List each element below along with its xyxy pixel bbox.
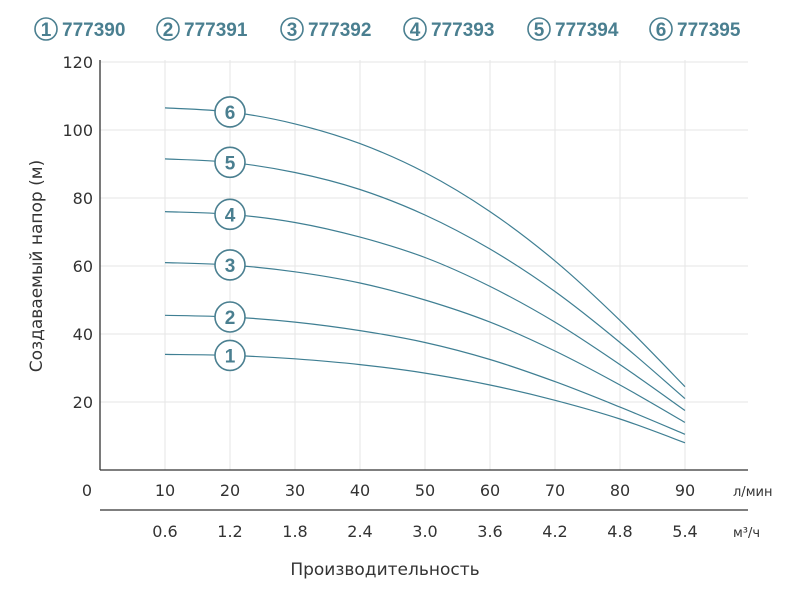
curve-label-2: 2: [214, 301, 246, 333]
x-unit-secondary: м³/ч: [733, 526, 760, 541]
legend-code: 777390: [62, 20, 125, 41]
x-tick-label: 60: [480, 481, 500, 500]
y-tick-label: 120: [62, 53, 93, 72]
curve-label-circle: [214, 339, 246, 372]
legend: 1 777390 2 777391 3 777392 4 777393 5 777394 6 7773…: [34, 17, 741, 41]
y-tick-label: 100: [62, 121, 93, 140]
x-secondary-tick-label: 3.0: [412, 522, 437, 541]
legend-number: 4: [410, 20, 421, 41]
x-tick-label: 50: [415, 481, 435, 500]
legend-item: 1 777390: [34, 17, 125, 41]
curve-label-circle: [214, 249, 246, 281]
curve-label-circle: [214, 198, 246, 231]
x-tick-label: 20: [220, 481, 240, 500]
axes: [99, 60, 748, 511]
x-secondary-tick-label: 3.6: [477, 522, 502, 541]
curve-label-5: 5: [214, 146, 246, 179]
x-tick-label: 40: [350, 481, 370, 500]
curve-label-number: 3: [225, 256, 236, 277]
curve-label-number: 5: [225, 153, 236, 174]
curve-label-circle: [214, 96, 246, 128]
series-line-4: [164, 211, 686, 411]
y-axis-title: Создаваемый напор (м): [27, 160, 47, 372]
grid: [100, 60, 748, 470]
legend-item: 6 777395: [649, 17, 741, 41]
curve-label-circle: [214, 146, 246, 179]
x-unit-primary: л/мин: [733, 485, 772, 500]
x-tick-label: 70: [545, 481, 565, 500]
legend-number: 5: [534, 20, 545, 41]
curve-label-number: 1: [225, 346, 236, 367]
series-line-6: [164, 107, 686, 388]
x-tick-label: 30: [285, 481, 305, 500]
x-origin-label: 0: [82, 481, 92, 500]
legend-number-circle: [280, 17, 304, 41]
curve-label-number: 4: [225, 205, 236, 226]
curve-label-3: 3: [214, 249, 246, 281]
curve-label-4: 4: [214, 198, 246, 231]
y-tick-label: 80: [73, 189, 93, 208]
legend-code: 777395: [677, 20, 741, 41]
legend-item: 2 777391: [156, 17, 248, 41]
y-tick-label: 60: [73, 257, 93, 276]
legend-item: 5 777394: [527, 17, 619, 41]
x-axis-title: Производительность: [290, 560, 479, 580]
y-tick-label: 40: [73, 325, 93, 344]
series-line-2: [164, 314, 686, 435]
x-tick-label: 10: [155, 481, 175, 500]
legend-number-circle: [34, 17, 58, 41]
legend-number: 6: [656, 20, 667, 41]
curves: [164, 107, 686, 444]
x-secondary-tick-label: 5.4: [672, 522, 697, 541]
curve-label-1: 1: [214, 339, 246, 372]
legend-number-circle: [527, 17, 551, 41]
curve-label-number: 2: [225, 308, 236, 329]
curve-labels: 1 2 3 4 5 6: [214, 96, 246, 372]
series-line-3: [164, 262, 686, 423]
x-tick-label: 90: [675, 481, 695, 500]
curve-label-6: 6: [214, 96, 246, 128]
curve-label-number: 6: [225, 103, 236, 124]
legend-number-circle: [403, 17, 427, 41]
legend-item: 4 777393: [403, 17, 494, 41]
legend-code: 777391: [184, 20, 248, 41]
series-line-1: [164, 353, 686, 444]
curve-label-circle: [214, 301, 246, 333]
legend-number-circle: [649, 17, 673, 41]
legend-number: 2: [163, 20, 174, 41]
y-tick-label: 20: [73, 393, 93, 412]
x-secondary-tick-label: 4.8: [607, 522, 632, 541]
x-tick-label: 80: [610, 481, 630, 500]
x-secondary-tick-label: 0.6: [152, 522, 177, 541]
legend-code: 777394: [555, 20, 619, 41]
legend-code: 777392: [308, 20, 371, 41]
legend-number: 1: [41, 20, 52, 41]
legend-code: 777393: [431, 20, 494, 41]
legend-number: 3: [287, 20, 298, 41]
legend-item: 3 777392: [280, 17, 371, 41]
x-secondary-tick-label: 1.8: [282, 522, 307, 541]
x-secondary-tick-label: 2.4: [347, 522, 372, 541]
x-secondary-tick-label: 1.2: [217, 522, 242, 541]
series-line-5: [164, 158, 686, 400]
legend-number-circle: [156, 17, 180, 41]
x-secondary-tick-label: 4.2: [542, 522, 567, 541]
